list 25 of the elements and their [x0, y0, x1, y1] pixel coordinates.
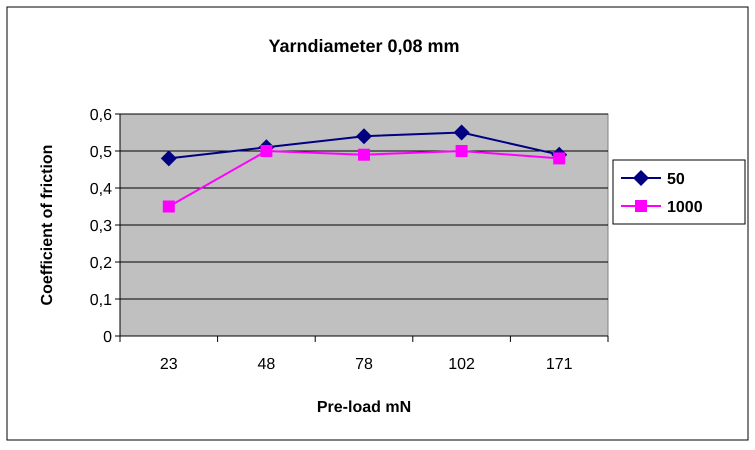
chart-title: Yarndiameter 0,08 mm — [268, 36, 460, 56]
point — [456, 145, 468, 157]
point — [260, 145, 272, 157]
point — [454, 124, 470, 140]
y-tick-label: 0,5 — [90, 144, 112, 161]
y-tick-label: 0,3 — [90, 218, 112, 235]
point — [553, 152, 566, 164]
x-tick-label: 78 — [355, 356, 373, 373]
y-tick-label: 0,1 — [90, 292, 112, 309]
legend-label: 50 — [667, 171, 685, 188]
legend-label: 1000 — [667, 199, 703, 216]
y-axis-title: Coefficient of friction — [39, 144, 56, 306]
x-axis-title: Pre-load mN — [316, 399, 412, 416]
x-tick-label: 23 — [160, 356, 178, 373]
y-tick-label: 0,4 — [90, 181, 112, 198]
x-tick-label: 102 — [448, 356, 476, 373]
point — [160, 150, 177, 166]
x-tick-label: 48 — [258, 356, 276, 373]
point — [358, 148, 370, 161]
x-tick-label: 171 — [546, 356, 573, 373]
point — [356, 128, 372, 144]
y-tick-label: 0 — [103, 329, 112, 346]
y-tick-label: 0,6 — [90, 107, 112, 124]
y-tick-label: 0,2 — [90, 255, 112, 272]
point — [162, 200, 175, 212]
